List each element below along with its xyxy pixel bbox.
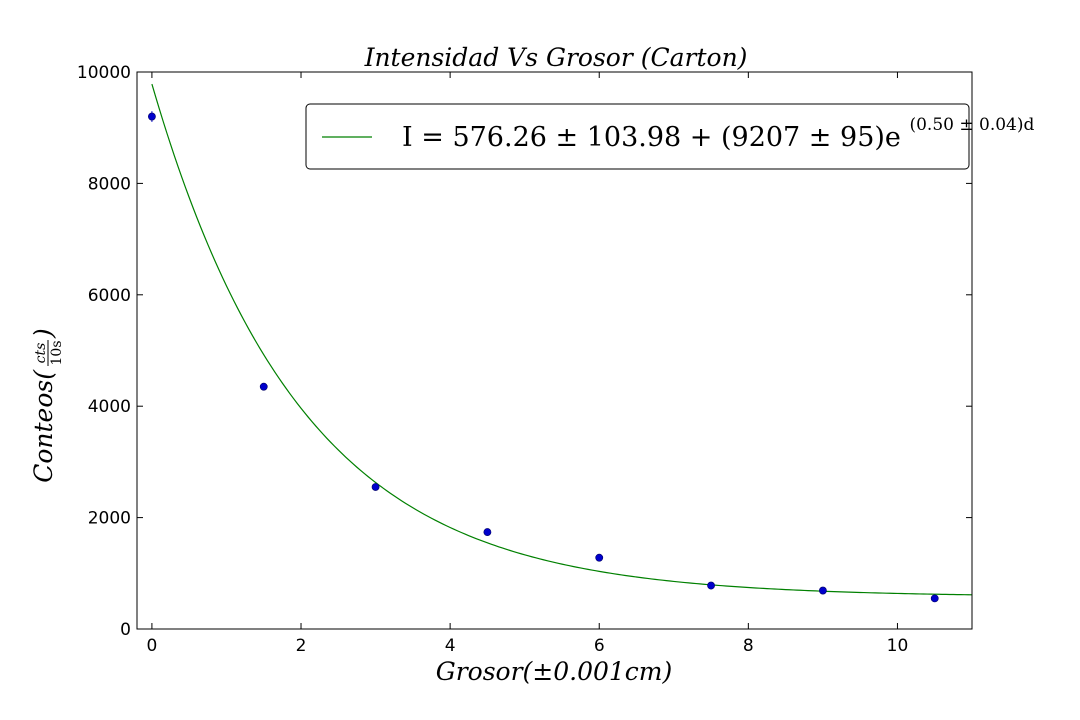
data-point: [707, 581, 715, 590]
y-tick-label: 2000: [88, 509, 131, 529]
data-point: [595, 553, 604, 562]
legend-frame: [305, 103, 970, 170]
y-axis-label: Conteos( cts 10s ): [29, 328, 65, 483]
plot-frame: [136, 71, 973, 630]
y-axis-label-denominator: 10s: [49, 341, 65, 366]
data-point: [259, 382, 268, 391]
y-tick-label: 10000: [77, 63, 131, 83]
y-tick-label: 4000: [88, 397, 131, 417]
y-axis-label-base: Conteos(: [29, 369, 58, 483]
axis-ticks: 0 2 4 6 8 10 0 2000 4000 6000 8000 10000: [77, 63, 972, 656]
x-tick-label: 10: [887, 636, 909, 656]
y-tick-label: 6000: [88, 286, 131, 306]
data-point: [148, 112, 156, 121]
data-point: [483, 528, 492, 536]
chart-title: Intensidad Vs Grosor (Carton): [364, 43, 748, 72]
x-tick-label: 0: [146, 636, 157, 656]
x-axis-label: Grosor(±0.001cm): [436, 657, 673, 686]
x-tick-label: 2: [296, 636, 307, 656]
legend: I = 576.26 ± 103.98 + (9207 ± 95)e (0.50…: [305, 103, 1035, 170]
x-tick-label: 6: [594, 636, 605, 656]
legend-entry-fit-main: I = 576.26 ± 103.98 + (9207 ± 95)e: [402, 122, 901, 153]
legend-entry-fit: I = 576.26 ± 103.98 + (9207 ± 95)e (0.50…: [402, 115, 1035, 153]
data-point: [930, 594, 939, 603]
x-tick-label: 8: [743, 636, 754, 656]
x-tick-label: 4: [445, 636, 456, 656]
data-point: [818, 586, 827, 595]
data-point: [371, 483, 380, 491]
plot-marks: [148, 83, 973, 603]
fit-curve: [151, 83, 973, 596]
y-tick-label: 8000: [88, 174, 131, 194]
legend-entry-fit-exponent: (0.50 ± 0.04)d: [909, 115, 1034, 135]
y-tick-label: 0: [120, 620, 131, 640]
y-axis-label-numerator: cts: [33, 343, 49, 364]
y-axis-label-close: ): [29, 328, 58, 339]
